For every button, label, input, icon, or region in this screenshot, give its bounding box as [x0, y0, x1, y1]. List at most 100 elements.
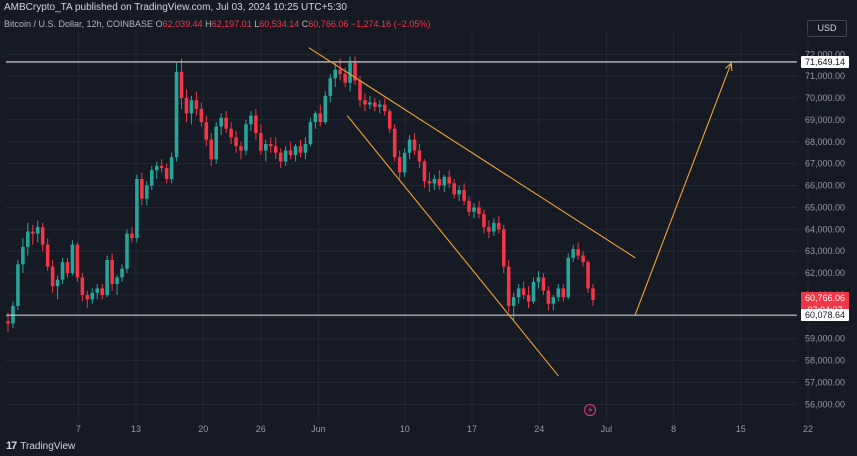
candle-body [506, 266, 511, 306]
candle [313, 111, 318, 129]
candle [373, 98, 377, 112]
tradingview-logo[interactable]: 17 TradingView [6, 440, 75, 452]
tv-logo-icon: 17 [6, 440, 17, 452]
candle [204, 115, 209, 147]
candle [273, 137, 278, 160]
price-axis[interactable]: 56,000.0057,000.0058,000.0059,000.0060,0… [805, 49, 845, 409]
price-tick-label: 72,000.00 [805, 49, 845, 59]
resistance-price-tag: 71,649.14 [801, 55, 849, 68]
candle-body [442, 176, 447, 186]
candle-body [387, 111, 392, 129]
time-tick-label: 22 [803, 424, 813, 434]
candle-body [313, 113, 318, 123]
candle-body [323, 95, 328, 123]
candle-body [462, 189, 466, 201]
candle-body [288, 150, 293, 155]
open-value: 62,039.44 [162, 19, 203, 29]
candle [90, 288, 95, 304]
candle-body [497, 222, 501, 230]
candle-body [100, 288, 104, 295]
candle [85, 290, 90, 309]
candle [427, 172, 432, 193]
candle-body [26, 231, 30, 247]
flash-icon[interactable] [583, 403, 597, 417]
candle-body [184, 98, 189, 114]
candle [75, 242, 80, 282]
candle-body [412, 139, 417, 151]
price-tick-label: 58,000.00 [805, 356, 845, 366]
price-tick-label: 70,000.00 [805, 93, 845, 103]
candle [467, 196, 471, 217]
candle [452, 178, 456, 199]
candle-body [452, 183, 456, 195]
candle [581, 251, 585, 267]
candle [323, 91, 328, 125]
candle-body [214, 126, 219, 160]
candle-body [318, 113, 323, 123]
candle-body [363, 100, 367, 105]
candle-body [239, 146, 243, 151]
time-axis[interactable]: 7 13 20 26 Jun 10 17 24 Jul 8 15 22 [76, 424, 813, 434]
candle [531, 277, 536, 304]
candle-body [90, 292, 95, 300]
candle [110, 253, 114, 291]
candle [477, 200, 481, 219]
candle-body [45, 244, 50, 267]
candle [536, 270, 541, 289]
candle [556, 284, 561, 302]
candle-body [392, 128, 397, 158]
symbol-name[interactable]: Bitcoin / U.S. Dollar, 12h, COINBASE [4, 19, 154, 29]
price-tick-label: 56,000.00 [805, 399, 845, 409]
candle-body [432, 178, 437, 184]
lower-channel-line [346, 115, 559, 377]
last-price-value: 60,766.06 [804, 293, 846, 304]
price-tick-label: 65,000.00 [805, 202, 845, 212]
candle-body [149, 170, 154, 186]
candle-body [35, 227, 40, 234]
candle-body [501, 229, 506, 267]
candle [333, 63, 337, 88]
support-price-tag: 60,078.64 [801, 309, 849, 322]
candle [135, 174, 139, 243]
candle-body [536, 277, 541, 282]
candle-body [55, 279, 60, 287]
projection-arrow [634, 62, 732, 315]
candle [283, 146, 288, 166]
symbol-legend: Bitcoin / U.S. Dollar, 12h, COINBASE O62… [4, 19, 430, 29]
high-label: H [205, 19, 212, 29]
candle-body [140, 178, 144, 199]
candle-body [6, 321, 10, 324]
candle-body [477, 207, 481, 215]
candle-body [368, 102, 372, 105]
candle-body [264, 143, 268, 151]
time-tick-label: 7 [76, 424, 81, 434]
time-tick-label: Jun [311, 424, 326, 434]
candle [492, 218, 496, 236]
candle [35, 220, 40, 243]
candle-body [75, 244, 80, 278]
candle [100, 284, 104, 300]
candle [541, 273, 546, 295]
low-value: 60,534.14 [259, 19, 300, 29]
candle [397, 150, 402, 179]
candle [264, 139, 268, 162]
candle [120, 264, 124, 282]
time-tick-label: Jul [601, 424, 613, 434]
candle-body [402, 152, 407, 173]
candle [566, 253, 570, 300]
currency-button[interactable]: USD [807, 20, 847, 37]
candle [189, 95, 194, 125]
candle [442, 174, 447, 193]
candle-body [273, 146, 278, 153]
close-value: 60,766.06 [308, 19, 349, 29]
price-tick-label: 71,000.00 [805, 71, 845, 81]
candle-body [571, 249, 575, 258]
candle [571, 244, 575, 263]
candle [482, 209, 486, 234]
candle [561, 284, 566, 302]
candle-body [259, 133, 263, 151]
candle-body [16, 264, 20, 306]
candle [50, 259, 55, 293]
candle [169, 152, 174, 184]
